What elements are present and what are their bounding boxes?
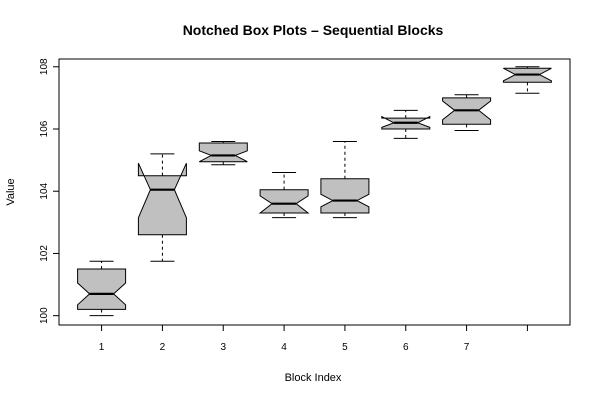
box-8 [502,66,552,94]
y-tick-label-1: 102 [39,245,50,262]
x-tick-label-2: 3 [220,342,226,353]
y-tick-label-2: 104 [39,182,50,199]
boxes-group [77,66,552,317]
notched-box [198,142,248,163]
plot-frame [58,58,571,326]
x-axis-label: Block Index [285,372,342,384]
x-tick-label-3: 4 [281,342,287,353]
y-tick-label-4: 108 [39,58,50,75]
y-axis-label: Value [5,178,17,205]
chart-title: Notched Box Plots – Sequential Blocks [183,22,444,38]
y-tick-label-0: 100 [39,307,50,324]
box-6 [381,109,431,139]
x-tick-label-4: 5 [342,342,348,353]
y-axis: 100 102 104 106 108 [39,58,59,324]
notched-box [258,189,310,214]
box-5 [320,140,370,219]
notched-box [77,268,127,310]
notched-box [137,162,187,236]
box-3 [198,140,248,166]
notched-box [320,178,370,214]
box-4 [258,172,310,219]
box-2 [137,153,187,262]
x-tick-label-5: 6 [403,342,409,353]
y-tick-label-3: 106 [39,120,50,137]
x-axis: 1 2 3 4 5 6 7 [99,325,528,353]
x-tick-label-0: 1 [99,342,105,353]
box-7 [442,94,492,132]
x-tick-label-1: 2 [160,342,166,353]
box-1 [77,260,127,317]
x-tick-label-6: 7 [464,342,470,353]
